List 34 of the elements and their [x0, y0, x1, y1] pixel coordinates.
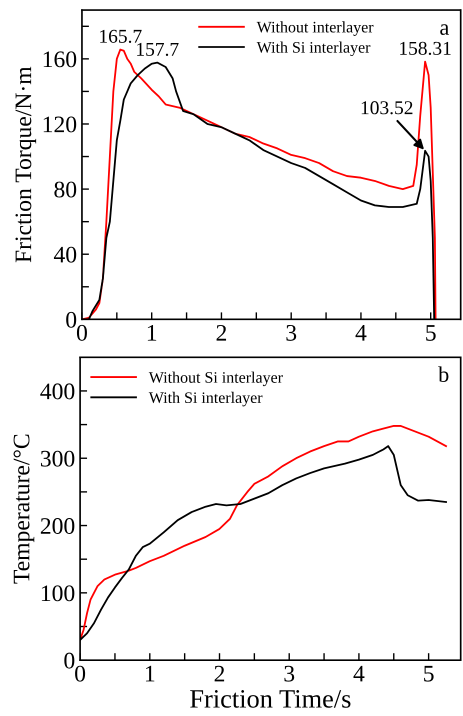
x-tick-label: 5 — [424, 666, 434, 682]
x-tick-label: 4 — [356, 325, 366, 341]
annotation: b — [438, 366, 448, 382]
legend-label: Without interlayer — [256, 21, 374, 36]
legend-label: With Si interlayer — [148, 392, 262, 406]
x-tick-label: 3 — [284, 666, 294, 682]
x-tick-label: 1 — [146, 666, 154, 682]
x-tick-label: 4 — [353, 666, 364, 682]
annotation: a — [440, 24, 450, 35]
x-tick-label: 2 — [216, 324, 226, 341]
legend-label: With Si interlayer — [256, 42, 370, 56]
y-tick-label: 80 — [54, 182, 76, 198]
x-tick-label: 0 — [76, 324, 87, 341]
annotation: 165.7 — [100, 30, 142, 43]
x-tick-label: 1 — [148, 324, 156, 341]
x-tick-label: 2 — [214, 666, 224, 682]
y-tick-label: 0 — [66, 312, 76, 328]
y-tick-label: 100 — [42, 585, 74, 602]
y-axis-title: Friction Torque/N·m — [15, 66, 36, 262]
y-tick-label: 160 — [44, 51, 76, 68]
y-tick-label: 0 — [64, 652, 74, 669]
annotation: 157.7 — [137, 42, 179, 56]
x-tick-label: 3 — [286, 324, 296, 341]
x-tick-label: 5 — [426, 325, 436, 341]
y-tick-label: 40 — [54, 246, 76, 263]
x-axis-title: Friction Time/s — [190, 690, 350, 708]
y-tick-label: 400 — [40, 383, 74, 400]
y-tick-label: 200 — [40, 518, 74, 534]
legend-label: Without Si interlayer — [148, 372, 283, 386]
y-tick-label: 120 — [44, 116, 76, 132]
y-axis-title: Temperature/°C — [14, 434, 34, 584]
annotation: 158.31 — [400, 42, 451, 55]
annotation: 103.52 — [362, 101, 412, 114]
y-tick-label: 300 — [40, 450, 74, 467]
